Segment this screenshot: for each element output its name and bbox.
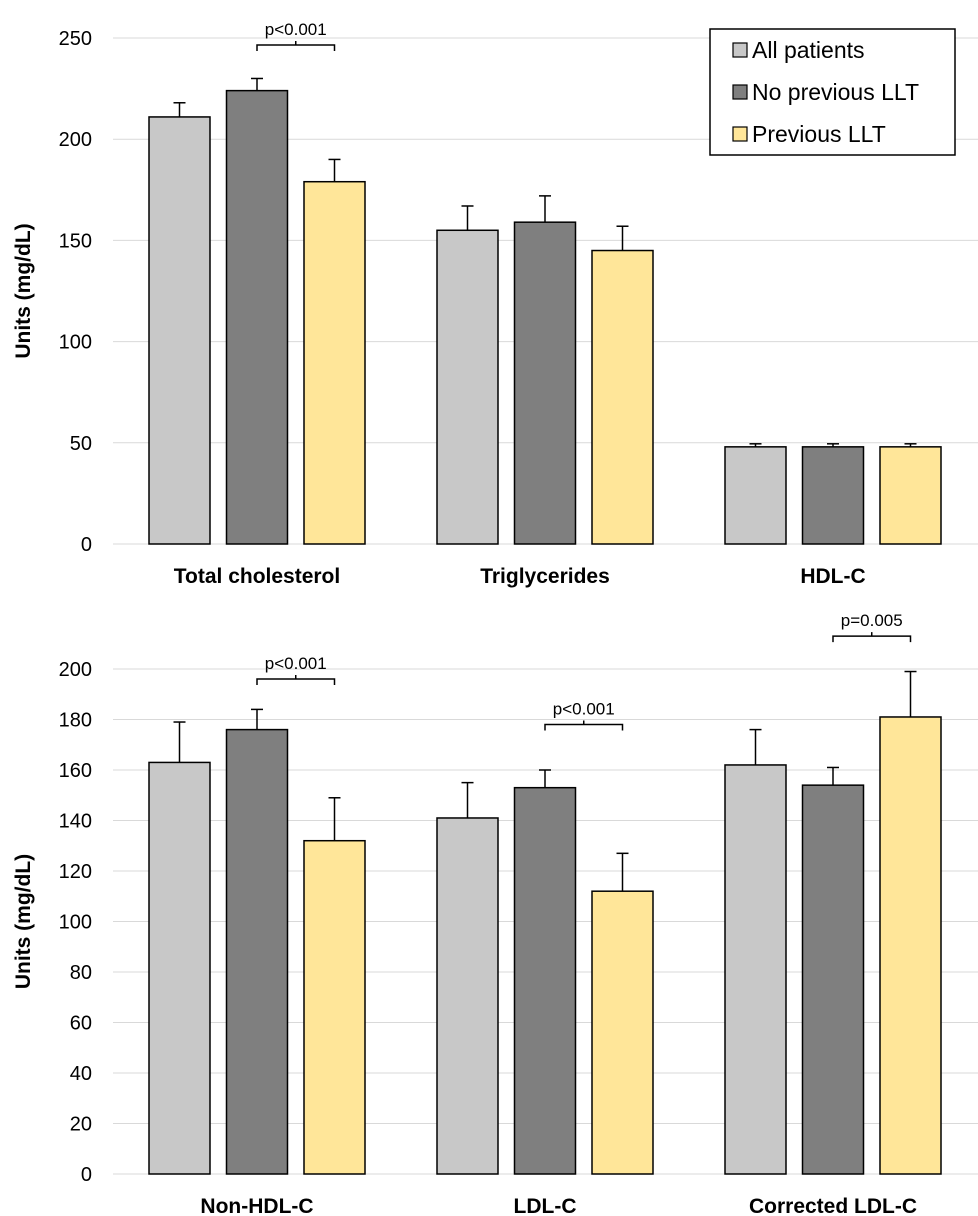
- bar: [724, 446, 787, 545]
- legend-swatch: [732, 126, 748, 142]
- bar: [436, 229, 499, 545]
- category-label: Total cholesterol: [174, 565, 340, 588]
- y-tick-label: 160: [59, 760, 92, 782]
- significance-label: p<0.001: [553, 700, 615, 719]
- significance-bracket: [544, 720, 624, 731]
- bar: [591, 249, 654, 545]
- significance-label: p<0.001: [265, 20, 327, 39]
- legend-swatch: [732, 42, 748, 58]
- bar: [513, 786, 577, 1175]
- bar: [148, 116, 211, 545]
- bar: [879, 446, 942, 545]
- significance-label: p<0.001: [265, 654, 327, 673]
- chart-panel-bottom: 0 20 40 60 80 100 120 140 160 180 200 Units (mg/dL)…: [12, 611, 978, 1216]
- category-label: LDL-C: [514, 1195, 577, 1216]
- y-tick-label: 140: [59, 811, 92, 833]
- legend: All patients No previous LLT Previous LLT: [709, 28, 956, 156]
- y-tick-label: 0: [81, 1164, 92, 1186]
- bar: [801, 446, 865, 545]
- significance-label: p=0.005: [841, 611, 903, 630]
- bar: [436, 817, 499, 1175]
- y-tick-label: 50: [70, 433, 92, 455]
- category-label: Non-HDL-C: [200, 1195, 313, 1216]
- bar: [225, 728, 289, 1175]
- bar: [591, 890, 654, 1175]
- y-tick-label: 180: [59, 710, 92, 732]
- y-tick-label: 200: [59, 129, 92, 151]
- bar: [303, 180, 366, 545]
- legend-label: No previous LLT: [752, 79, 919, 105]
- bar: [801, 784, 865, 1175]
- bar: [724, 764, 787, 1175]
- significance-bracket: [256, 675, 336, 686]
- legend-swatch: [732, 84, 748, 100]
- y-tick-label: 0: [81, 534, 92, 556]
- category-label: Triglycerides: [480, 565, 610, 588]
- y-tick-label: 120: [59, 861, 92, 883]
- category-label: Corrected LDL-C: [749, 1195, 917, 1216]
- y-tick-label: 200: [59, 659, 92, 681]
- chart-panel-top: 0 50 100 150 200 250 Units (mg/dL) Total choles…: [12, 20, 978, 588]
- legend-label: All patients: [752, 37, 865, 63]
- significance-bracket: [256, 41, 336, 52]
- legend-label: Previous LLT: [752, 121, 886, 147]
- y-tick-label: 40: [70, 1063, 92, 1085]
- category-label: HDL-C: [800, 565, 865, 588]
- y-tick-label: 100: [59, 332, 92, 354]
- bar: [879, 716, 942, 1175]
- significance-bracket: [832, 632, 912, 643]
- legend-box: [709, 28, 956, 156]
- bar: [148, 761, 211, 1175]
- y-tick-label: 80: [70, 962, 92, 984]
- y-tick-label: 150: [59, 230, 92, 252]
- y-tick-label: 60: [70, 1013, 92, 1035]
- y-tick-label: 100: [59, 912, 92, 934]
- bar: [225, 89, 289, 545]
- bar: [303, 839, 366, 1175]
- y-tick-label: 20: [70, 1114, 92, 1136]
- y-axis-title: Units (mg/dL): [12, 854, 35, 989]
- y-axis-title: Units (mg/dL): [12, 223, 35, 358]
- y-tick-label: 250: [59, 28, 92, 50]
- bar: [513, 221, 577, 545]
